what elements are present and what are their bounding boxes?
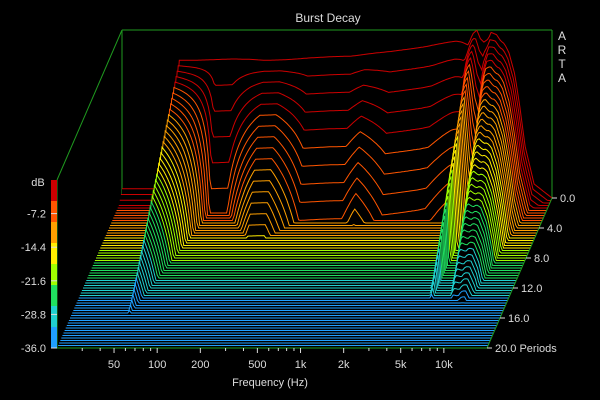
color-scale-bar — [51, 180, 57, 349]
z-axis-unit: dB — [31, 177, 44, 189]
decay-slice-line — [98, 176, 529, 254]
colorbar-segment — [51, 327, 57, 349]
decay-slice-line — [107, 115, 538, 231]
waterfall-slices — [57, 29, 553, 349]
period-axis-line — [486, 197, 553, 349]
decay-slice-line — [92, 205, 523, 266]
z-tick-label: -21.6 — [21, 276, 46, 288]
decay-slice-line — [80, 266, 511, 294]
decay-slice-line — [84, 250, 515, 286]
frequency-axis-label: Frequency (Hz) — [232, 377, 308, 389]
frequency-tick-label: 100 — [148, 359, 166, 371]
decay-slice-line — [75, 293, 506, 306]
colorbar-segment — [51, 306, 57, 328]
period-tick-label: 4.0 — [547, 223, 562, 235]
decay-slice-line — [110, 102, 541, 226]
z-axis-ticks: -7.2 -14.4 -21.6 -28.8 -36.0 — [21, 209, 57, 355]
decay-slice-line — [91, 210, 522, 269]
decay-slice-line — [115, 69, 546, 214]
period-axis-ticks: 0.0 4.0 8.0 12.0 16.0 20.0 Periods — [487, 193, 575, 355]
period-tick-label: 8.0 — [534, 253, 549, 265]
decay-slice-line — [85, 245, 516, 284]
slice-occluder — [114, 77, 545, 216]
decay-slice-line — [122, 29, 553, 199]
decay-slice-line — [78, 277, 509, 299]
decay-slice-line — [120, 37, 551, 201]
chart-title: Burst Decay — [295, 11, 360, 25]
colorbar-segment — [51, 180, 57, 202]
colorbar-segment — [51, 285, 57, 307]
frequency-tick-label: 10k — [435, 359, 453, 371]
z-tick-label: -28.8 — [21, 309, 46, 321]
decay-slice-line — [99, 169, 530, 251]
frequency-axis-ticks: 50 100 200 500 1k 2k 5k 10k — [81, 348, 453, 371]
frequency-tick-label: 500 — [248, 359, 266, 371]
z-tick-label: -7.2 — [27, 209, 46, 221]
decay-slice-line — [112, 89, 543, 221]
brand-letter: R — [558, 43, 567, 57]
frame-top-left-edge — [56, 29, 123, 181]
decay-slice-line — [109, 109, 539, 229]
decay-slice-line — [116, 63, 547, 211]
decay-slice-line — [118, 50, 549, 206]
decay-slice-line — [79, 272, 510, 296]
decay-slice-line — [114, 76, 545, 216]
decay-slice-line — [76, 288, 507, 304]
decay-slice-line — [93, 199, 524, 264]
decay-slice-line — [113, 83, 544, 219]
period-tick-label: 12.0 — [521, 283, 542, 295]
brand-letter: A — [558, 71, 566, 85]
slice-occluder — [78, 277, 509, 298]
colorbar-segment — [51, 264, 57, 286]
decay-slice-line — [117, 57, 548, 209]
frequency-tick-label: 5k — [395, 359, 407, 371]
decay-slice-line — [86, 239, 517, 281]
decay-slice-line — [94, 194, 525, 261]
decay-slice-line — [73, 303, 504, 311]
frequency-tick-label: 50 — [108, 359, 120, 371]
box-frame — [56, 29, 553, 348]
z-tick-label: -14.4 — [21, 242, 46, 254]
period-tick-label: 0.0 — [560, 193, 575, 205]
colorbar-segment — [51, 222, 57, 244]
colorbar-segment — [51, 243, 57, 265]
decay-slice-line — [96, 189, 526, 259]
decay-slice-line — [81, 261, 512, 291]
brand-letter: A — [558, 29, 566, 43]
decay-slice-line — [77, 283, 508, 301]
period-tick-label: 20.0 Periods — [495, 343, 557, 355]
decay-slice-line — [72, 309, 503, 314]
decay-slice-line — [74, 297, 505, 309]
frequency-tick-label: 1k — [295, 359, 307, 371]
decay-slice-line — [83, 255, 513, 289]
decay-slice-line — [97, 182, 528, 256]
frequency-tick-label: 200 — [191, 359, 209, 371]
decay-slice-line — [111, 95, 542, 224]
brand-letter: T — [558, 57, 566, 71]
decay-slice-line — [88, 228, 519, 276]
decay-slice-line — [90, 217, 521, 271]
decay-slice-line — [89, 223, 520, 274]
decay-slice-line — [87, 234, 518, 279]
slice-occluder — [77, 283, 508, 301]
period-tick-label: 16.0 — [508, 313, 529, 325]
frequency-tick-label: 2k — [338, 359, 350, 371]
colorbar-segment — [51, 201, 57, 223]
decay-slice-line — [119, 44, 550, 204]
z-tick-label: -36.0 — [21, 343, 46, 355]
